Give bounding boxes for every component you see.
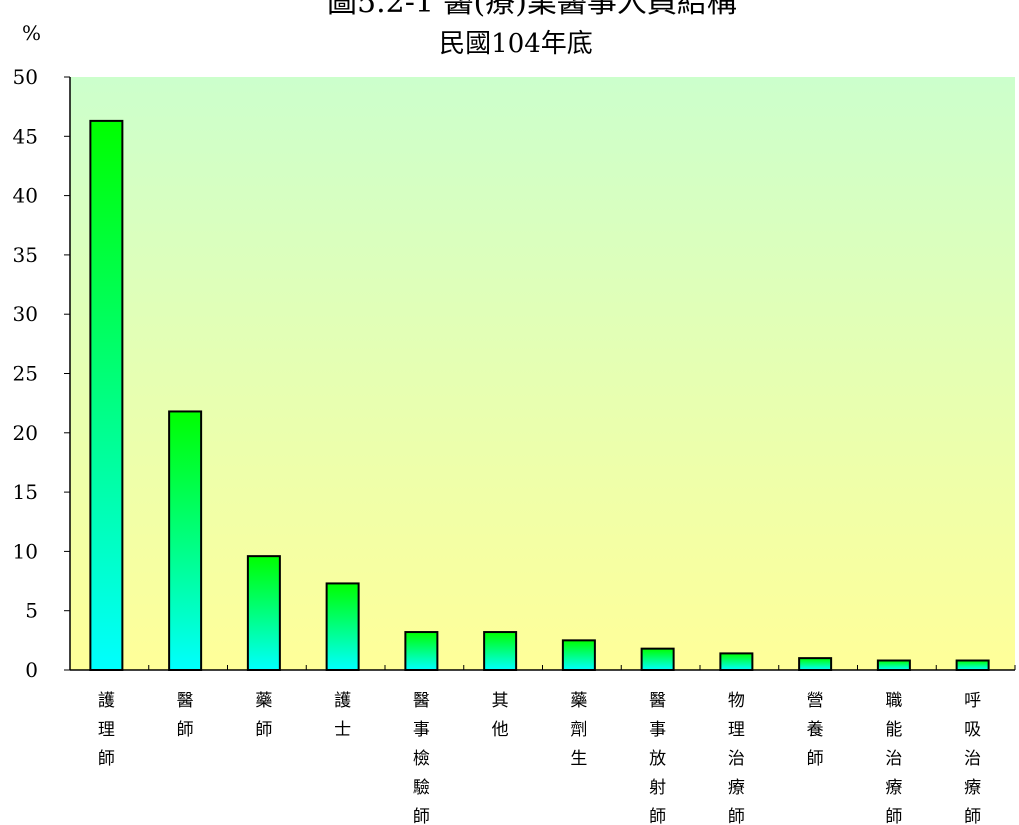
- bar: [404, 631, 439, 671]
- x-tick-labels-group: 護理師 醫師 藥師 護士 醫事檢驗師 其他 藥劑生 醫事放射師 物理治療師 營養師 職能治療師 呼吸治…: [98, 665, 1016, 825]
- x-tick-label: 藥師: [255, 691, 272, 740]
- y-tick-label: 35: [13, 243, 38, 267]
- bar: [89, 119, 124, 671]
- y-tick-label: 5: [25, 599, 38, 623]
- x-tick-label: 藥劑生: [570, 691, 587, 769]
- y-tick-label: 20: [13, 421, 38, 445]
- bar: [483, 631, 518, 671]
- x-tick-label: 護理師: [98, 691, 115, 769]
- bar: [168, 410, 203, 671]
- bar: [955, 659, 990, 672]
- bar: [876, 659, 911, 672]
- bar: [719, 652, 754, 671]
- x-tick-label: 職能治療師: [885, 691, 902, 825]
- y-axis-unit-label: %: [22, 21, 41, 45]
- x-tick-label: 營養師: [807, 691, 824, 769]
- y-tick-label: 30: [13, 302, 38, 326]
- y-tick-label: 50: [13, 65, 38, 89]
- x-tick-label: 醫事放射師: [649, 691, 666, 825]
- y-tick-label: 40: [13, 184, 38, 208]
- bar: [640, 647, 675, 671]
- chart-title: 圖5.2-1 醫(療)業醫事人員結構: [327, 0, 737, 20]
- bar: [798, 657, 833, 672]
- x-tick-label: 呼吸治療師: [964, 691, 981, 825]
- bar: [325, 582, 360, 671]
- y-ticks-group: 0 5 10 15 20 25 30 35 40 45 50: [13, 65, 70, 682]
- x-tick-label: 醫師: [177, 691, 194, 740]
- x-tick-label: 護士: [334, 691, 351, 740]
- y-tick-label: 15: [13, 480, 38, 504]
- chart-subtitle: 民國104年底: [439, 29, 593, 59]
- bars-group: [89, 119, 990, 672]
- y-tick-label: 10: [13, 539, 38, 563]
- x-tick-label: 物理治療師: [728, 691, 745, 825]
- x-tick-label: 其他: [492, 691, 509, 740]
- bar: [561, 639, 596, 671]
- bar: [246, 555, 281, 671]
- y-tick-label: 45: [13, 124, 38, 148]
- y-tick-label: 25: [13, 362, 38, 386]
- x-tick-label: 醫事檢驗師: [413, 691, 430, 825]
- y-tick-label: 0: [25, 658, 38, 682]
- plot-area: [70, 77, 1015, 670]
